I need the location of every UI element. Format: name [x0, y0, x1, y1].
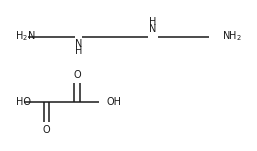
- Text: H: H: [75, 46, 82, 56]
- Text: O: O: [43, 125, 50, 135]
- Text: O: O: [73, 70, 81, 80]
- Text: HO: HO: [16, 97, 31, 107]
- Text: OH: OH: [107, 97, 122, 107]
- Text: NH$_2$: NH$_2$: [222, 29, 242, 43]
- Text: N: N: [149, 24, 157, 34]
- Text: N: N: [75, 39, 82, 49]
- Text: H$_2$N: H$_2$N: [15, 29, 35, 43]
- Text: H: H: [149, 17, 157, 27]
